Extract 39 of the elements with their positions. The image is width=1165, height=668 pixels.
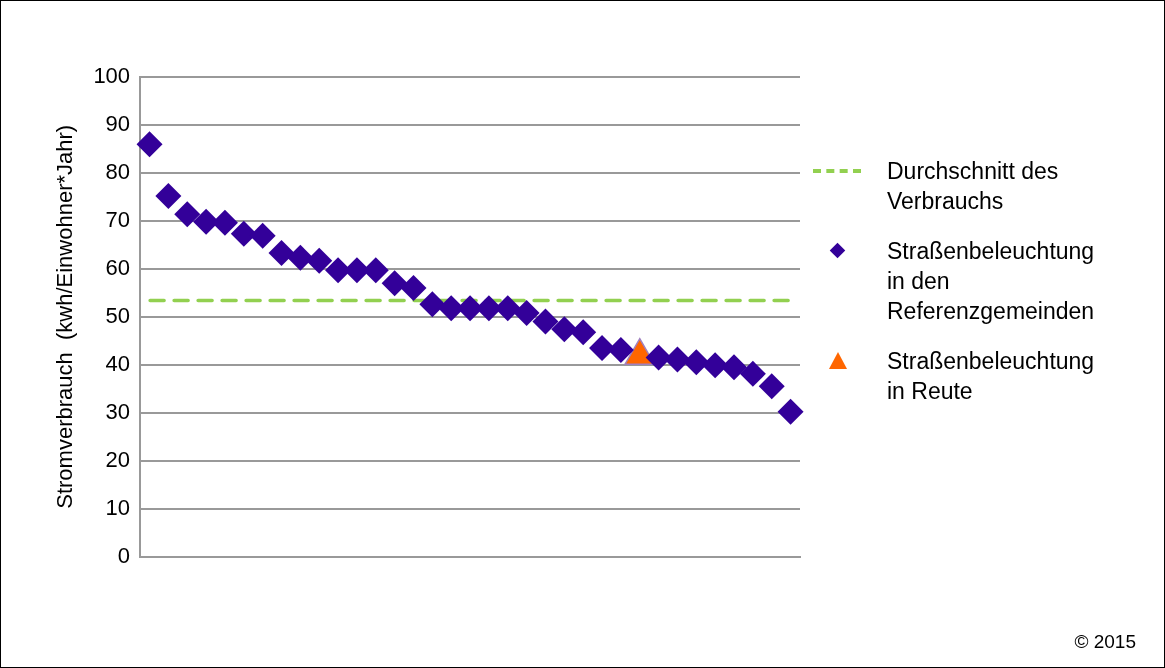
y-tick-label: 10 [105, 494, 131, 520]
legend-label: Durchschnitt des Verbrauchs [887, 157, 1060, 216]
point [268, 240, 295, 267]
y-tick-label: 100 [93, 63, 131, 89]
point [174, 201, 201, 228]
point [532, 308, 559, 335]
y-tick-label: 0 [117, 542, 131, 568]
text: © 2015 [1074, 631, 1136, 653]
y-tick-label: 90 [105, 111, 131, 137]
y-tick-label: 20 [105, 446, 131, 472]
point [721, 354, 748, 381]
point [230, 220, 257, 247]
point [551, 316, 578, 343]
y-tick-label: 80 [105, 158, 131, 184]
y-tick-label: 70 [105, 206, 131, 232]
point [400, 275, 427, 302]
point [381, 270, 408, 297]
point [758, 373, 785, 400]
point [570, 319, 597, 346]
legend-label: Straßenbeleuchtung in Reute [887, 347, 1095, 406]
point [683, 349, 710, 376]
point [287, 244, 314, 271]
point [664, 346, 691, 373]
y-axis-title: Stromverbrauch (kwh/Einwohner*Jahr) [52, 124, 78, 509]
point [777, 398, 804, 425]
point [645, 344, 672, 371]
point [155, 182, 182, 209]
legend-label: Straßenbeleuchtung in den Referenzgemeinden [887, 237, 1095, 326]
point [607, 336, 634, 363]
point [513, 299, 540, 326]
point [739, 360, 766, 387]
y-tick-label: 60 [105, 254, 131, 280]
point [419, 291, 446, 318]
point [249, 222, 276, 249]
point [136, 131, 163, 158]
point [306, 247, 333, 274]
y-tick-label: 40 [105, 350, 131, 376]
y-tick-label: 30 [105, 398, 131, 424]
y-tick-label: 50 [105, 302, 131, 328]
